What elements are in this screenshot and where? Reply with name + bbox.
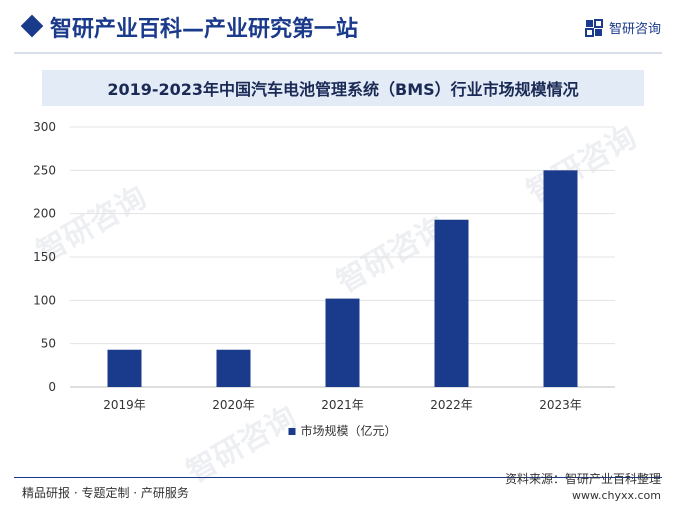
- header-divider: [14, 52, 662, 54]
- y-tick-label: 200: [33, 207, 56, 221]
- bar-chart: 0 50 100 150 200 250 300 2019年 2020年 2021年 2022年 20…: [33, 120, 615, 438]
- x-tick-label: 2021年: [321, 398, 364, 412]
- x-tick-label: 2022年: [430, 398, 473, 412]
- legend-swatch: [288, 428, 296, 435]
- bar: [216, 349, 251, 387]
- source-note: 资料来源：智研产业百科整理: [504, 472, 661, 486]
- y-tick-label: 0: [48, 380, 56, 394]
- footer-tagline: 精品研报 · 专题定制 · 产研服务: [22, 486, 189, 500]
- diamond-icon: [20, 14, 44, 38]
- footer-divider: [14, 477, 662, 478]
- x-tick-label: 2020年: [212, 398, 255, 412]
- y-tick-label: 100: [33, 293, 56, 307]
- website-url[interactable]: www.chyxx.com: [571, 489, 661, 502]
- x-tick-label: 2019年: [103, 398, 146, 412]
- chart-title-box: 2019-2023年中国汽车电池管理系统（BMS）行业市场规模情况: [42, 70, 644, 106]
- bar: [434, 219, 469, 387]
- logo-text: 智研咨询: [608, 22, 661, 37]
- brand-logo[interactable]: 智研咨询: [584, 18, 661, 37]
- bar: [325, 298, 360, 387]
- zhiyan-logo-icon: [584, 18, 603, 37]
- y-tick-label: 300: [33, 120, 56, 134]
- legend-label: 市场规模（亿元）: [301, 423, 397, 438]
- page-header: 智研产业百科—产业研究第一站 智研咨询: [0, 0, 677, 56]
- footer-source-block: 资料来源：智研产业百科整理 www.chyxx.com: [505, 470, 661, 502]
- site-title: 智研产业百科—产业研究第一站: [50, 17, 359, 42]
- y-tick-label: 250: [33, 163, 56, 177]
- bar: [543, 170, 578, 387]
- chart-title: 2019-2023年中国汽车电池管理系统（BMS）行业市场规模情况: [107, 80, 579, 99]
- y-tick-label: 50: [41, 337, 56, 351]
- x-tick-label: 2023年: [539, 398, 582, 412]
- y-tick-label: 150: [33, 250, 56, 264]
- bar: [107, 349, 142, 387]
